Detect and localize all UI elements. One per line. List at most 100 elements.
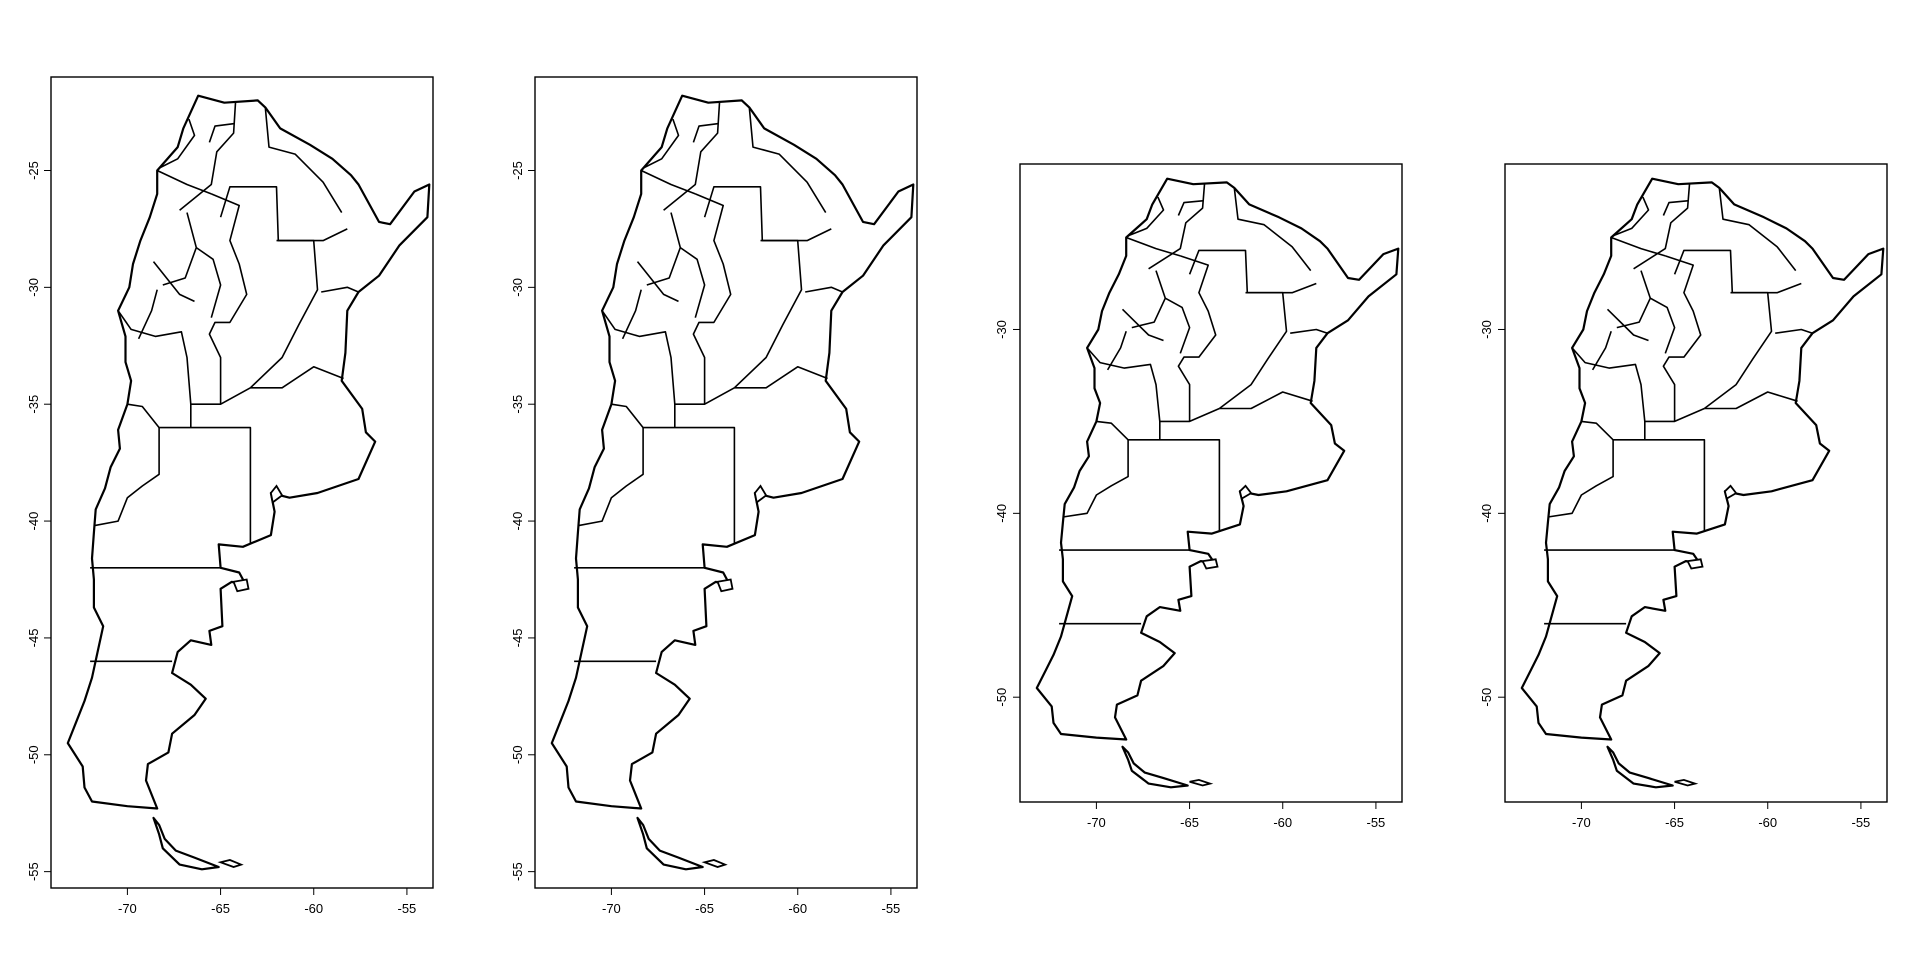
y-tick-label: -50 [26, 745, 41, 764]
y-tick-label: -45 [510, 629, 525, 648]
map-panel-3: -70 -65 -60 -55 -30 -40 -50 [994, 163, 1403, 830]
y-tick-label: -30 [510, 278, 525, 297]
y-tick-label: -30 [26, 278, 41, 297]
province-boundary [1718, 187, 1797, 272]
province-boundary [1164, 297, 1191, 354]
province-boundary [1245, 282, 1317, 294]
x-tick-label: -70 [1087, 815, 1106, 830]
island-outline [1686, 558, 1704, 570]
province-boundary [156, 169, 212, 195]
island-outline [1201, 558, 1219, 570]
province-boundary [611, 403, 644, 429]
province-boundary [158, 118, 196, 169]
y-tick-label: -50 [510, 745, 525, 764]
province-boundary [117, 310, 251, 405]
province-boundary [643, 426, 736, 545]
island-outline [1674, 778, 1699, 787]
province-boundary [1649, 297, 1676, 354]
province-boundary [601, 310, 735, 405]
province-boundary [1662, 255, 1702, 422]
province-boundary [264, 107, 343, 214]
province-boundary [1177, 200, 1203, 216]
country-outline [1035, 177, 1400, 741]
island-outline [701, 859, 728, 868]
map-geometry [1035, 177, 1400, 789]
province-boundary [195, 246, 222, 318]
province-boundary [646, 212, 682, 286]
province-boundary [679, 246, 706, 318]
province-boundary [93, 427, 160, 527]
tierra-del-fuego-outline [1606, 745, 1674, 789]
y-tick-label: -40 [1479, 504, 1494, 523]
province-boundary [1633, 184, 1691, 270]
y-tick-label: -30 [1479, 320, 1494, 339]
province-boundary [321, 286, 359, 293]
province-boundary [1131, 270, 1167, 329]
province-boundary [127, 403, 160, 429]
x-tick-label: -65 [1180, 815, 1199, 830]
province-boundary [250, 366, 344, 389]
province-boundary [1177, 255, 1217, 422]
province-boundary [1610, 236, 1666, 257]
province-boundary [760, 228, 832, 242]
x-tick-label: -70 [118, 901, 137, 916]
province-boundary [640, 169, 696, 195]
province-boundary [276, 228, 348, 242]
x-tick-label: -60 [788, 901, 807, 916]
tierra-del-fuego-outline [1121, 745, 1189, 789]
province-boundary [621, 289, 642, 340]
province-boundary [1775, 328, 1813, 334]
x-tick-label: -60 [1273, 815, 1292, 830]
province-boundary [1581, 420, 1614, 441]
province-boundary [1125, 236, 1181, 257]
province-boundary [805, 286, 843, 293]
x-tick-label: -65 [1665, 815, 1684, 830]
province-boundary [1613, 439, 1706, 532]
province-boundary [179, 102, 237, 211]
map-panel-2: -70 -65 -60 -55 -25 -30 -35 -40 -45 -50 -55 [510, 76, 918, 916]
province-boundary [577, 427, 644, 527]
y-tick-label: -50 [1479, 688, 1494, 707]
province-boundary [1704, 391, 1798, 410]
province-boundary [1730, 282, 1802, 294]
province-boundary [1290, 328, 1328, 334]
province-boundary [1612, 196, 1650, 237]
y-tick-label: -40 [510, 512, 525, 531]
map-geometry [1520, 177, 1885, 789]
y-tick-label: -50 [994, 688, 1009, 707]
x-tick-label: -70 [1572, 815, 1591, 830]
province-boundary [1127, 196, 1165, 237]
province-boundary [692, 122, 718, 143]
x-tick-label: -55 [1852, 815, 1871, 830]
x-tick-label: -60 [304, 901, 323, 916]
island-outline [1189, 778, 1214, 787]
province-boundary [137, 289, 158, 340]
island-outline [232, 578, 250, 593]
province-boundary [1086, 347, 1220, 423]
y-tick-label: -40 [26, 512, 41, 531]
province-boundary [1096, 420, 1129, 441]
island-outline [1723, 484, 1738, 500]
province-boundary [208, 122, 234, 143]
y-tick-label: -55 [510, 862, 525, 881]
province-boundary [636, 261, 679, 303]
map-panel-1: -70 -65 -60 -55 -25 -30 -35 -40 -45 -50 -55 [26, 76, 434, 916]
province-boundary [1219, 391, 1313, 410]
province-boundary [159, 426, 252, 545]
y-tick-label: -25 [510, 161, 525, 180]
province-boundary [1571, 347, 1705, 423]
map-geometry [66, 94, 431, 871]
country-outline [66, 94, 431, 810]
province-boundary [734, 366, 828, 389]
country-outline [550, 94, 915, 810]
map-geometry [550, 94, 915, 871]
country-outline [1520, 177, 1885, 741]
y-tick-label: -30 [994, 320, 1009, 339]
x-tick-label: -55 [1367, 815, 1386, 830]
island-outline [217, 859, 244, 868]
province-boundary [162, 212, 198, 286]
province-boundary [748, 107, 827, 214]
island-outline [1238, 484, 1253, 500]
x-tick-label: -60 [1758, 815, 1777, 830]
